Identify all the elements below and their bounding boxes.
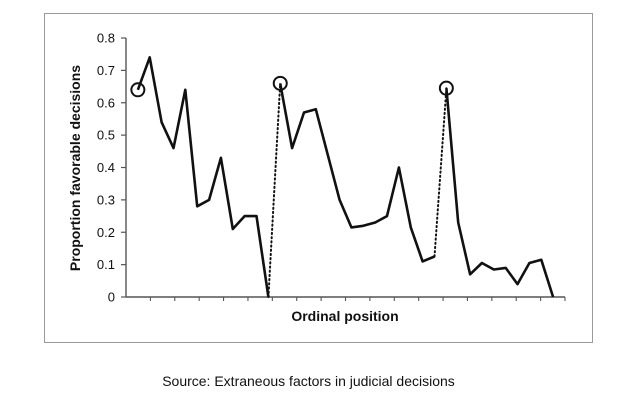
series-line [278, 83, 435, 263]
y-tick-label: 0.5 [97, 128, 115, 143]
marker-layer [130, 75, 454, 98]
circled-point-marker [130, 82, 146, 98]
y-tick-label: 0.3 [97, 192, 115, 207]
series-line [136, 56, 270, 298]
series-line [445, 88, 555, 298]
circled-point-marker [438, 80, 454, 96]
dotted-connector-line [433, 87, 448, 258]
y-tick-label: 0.6 [97, 95, 115, 110]
y-tick-label: 0.4 [97, 160, 115, 175]
y-tick-label: 0 [108, 290, 115, 305]
y-tick-label: 0.1 [97, 257, 115, 272]
y-axis-title: Proportion favorable decisions [67, 65, 83, 271]
y-tick-label: 0.8 [97, 31, 115, 46]
axes: 0 0.1 0.2 0.3 0.4 0.5 0.6 0.7 0.8 [97, 31, 566, 305]
y-tick-label: 0.7 [97, 63, 115, 78]
series-layer [136, 56, 555, 298]
source-caption: Source: Extraneous factors in judicial d… [162, 373, 455, 389]
chart-frame [44, 13, 593, 343]
x-axis-title: Ordinal position [291, 308, 398, 324]
dotted-connector-line [267, 82, 282, 298]
y-tick-label: 0.2 [97, 225, 115, 240]
circled-point-marker [272, 75, 288, 91]
